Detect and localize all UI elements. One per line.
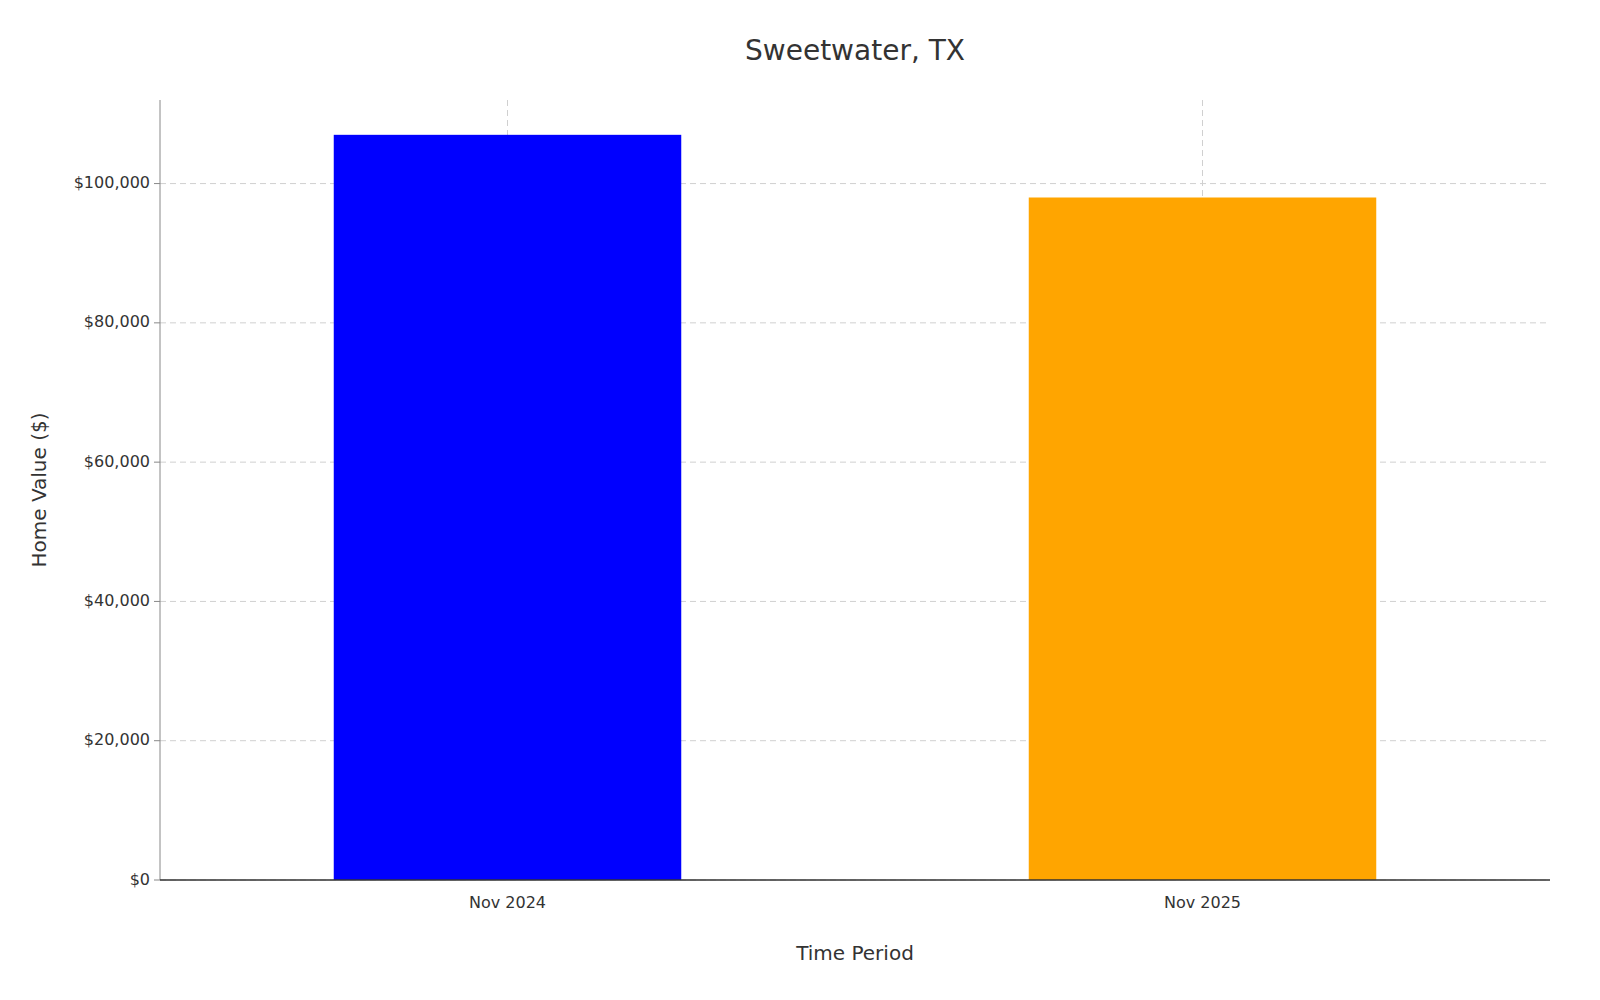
y-grid-line [160, 880, 1550, 881]
y-tick-label: $20,000 [84, 730, 150, 749]
chart-svg: $0 $20,000 $40,000 $60,000 $80,000 $100,000 No… [0, 0, 1600, 1000]
bar [334, 135, 682, 880]
x-axis-line [160, 879, 1550, 881]
x-tick-label: Nov 2025 [1164, 893, 1241, 912]
bars [334, 135, 1377, 880]
x-tick-label: Nov 2024 [469, 893, 546, 912]
y-tick [154, 322, 160, 323]
x-axis-label: Time Period [795, 941, 914, 965]
y-tick [154, 740, 160, 741]
chart-container: $0 $20,000 $40,000 $60,000 $80,000 $100,000 No… [0, 0, 1600, 1000]
y-tick-label: $60,000 [84, 452, 150, 471]
y-tick-label: $0 [130, 870, 150, 889]
title: Sweetwater, TX [745, 34, 965, 67]
y-tick-label: $100,000 [74, 173, 150, 192]
y-tick [154, 462, 160, 463]
y-axis-label: Home Value ($) [27, 412, 51, 567]
y-tick [154, 880, 160, 881]
grid [160, 100, 1550, 880]
y-tick-label: $80,000 [84, 312, 150, 331]
y-axis-line [160, 100, 161, 880]
y-tick [154, 601, 160, 602]
y-tick-label: $40,000 [84, 591, 150, 610]
bar [1029, 198, 1377, 881]
y-tick [154, 183, 160, 184]
